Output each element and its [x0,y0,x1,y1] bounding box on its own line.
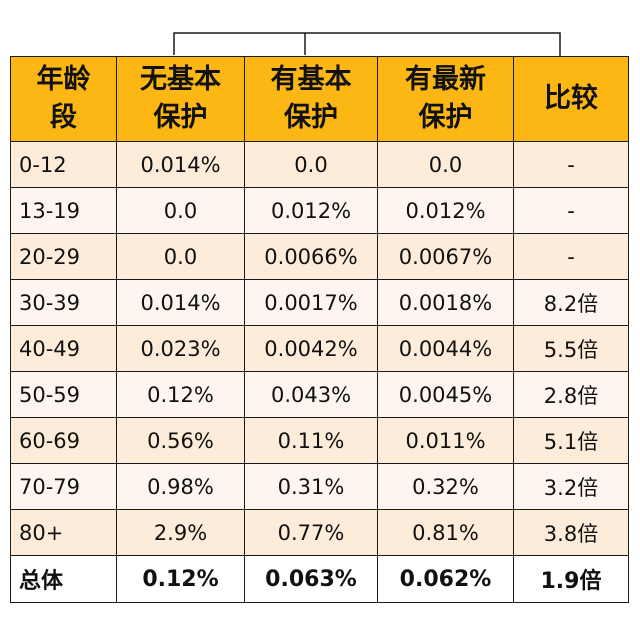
no-protection-cell: 0.023% [116,325,245,372]
basic-protection-cell: 0.012% [244,187,378,234]
comparison-cell: - [513,141,629,188]
total-label-cell: 总体 [10,555,117,603]
table-row: 70-79 0.98% 0.31% 0.32% 3.2倍 [10,463,629,510]
no-protection-cell: 0.014% [116,279,245,326]
header-latest-protection: 有最新 保护 [377,56,514,142]
age-cell: 70-79 [10,463,117,510]
basic-protection-cell: 0.0017% [244,279,378,326]
comparison-cell: 2.8倍 [513,371,629,418]
age-cell: 30-39 [10,279,117,326]
header-row: 年龄 段 无基本 保护 有基本 保护 有最新 保护 比较 [10,56,629,142]
latest-protection-cell: 0.0 [377,141,514,188]
basic-protection-cell: 0.043% [244,371,378,418]
basic-protection-cell: 0.0066% [244,233,378,280]
latest-protection-cell: 0.0044% [377,325,514,372]
table-row: 40-49 0.023% 0.0042% 0.0044% 5.5倍 [10,325,629,372]
no-protection-cell: 2.9% [116,509,245,556]
no-protection-cell: 0.56% [116,417,245,464]
basic-protection-cell: 0.11% [244,417,378,464]
total-basic-protection-cell: 0.063% [244,555,378,603]
latest-protection-cell: 0.0018% [377,279,514,326]
basic-protection-cell: 0.31% [244,463,378,510]
table-row: 50-59 0.12% 0.043% 0.0045% 2.8倍 [10,371,629,418]
age-cell: 60-69 [10,417,117,464]
total-no-protection-cell: 0.12% [116,555,245,603]
total-row: 总体 0.12% 0.063% 0.062% 1.9倍 [10,555,629,603]
latest-protection-cell: 0.012% [377,187,514,234]
total-comparison-cell: 1.9倍 [513,555,629,603]
table-row: 60-69 0.56% 0.11% 0.011% 5.1倍 [10,417,629,464]
protection-rate-table: 年龄 段 无基本 保护 有基本 保护 有最新 保护 比较 0-12 0.014% [10,56,629,603]
header-age-group: 年龄 段 [10,56,117,142]
latest-protection-cell: 0.0045% [377,371,514,418]
age-cell: 50-59 [10,371,117,418]
comparison-cell: 5.5倍 [513,325,629,372]
comparison-cell: - [513,233,629,280]
comparison-cell: 8.2倍 [513,279,629,326]
basic-protection-cell: 0.0042% [244,325,378,372]
header-no-protection: 无基本 保护 [116,56,245,142]
age-cell: 40-49 [10,325,117,372]
latest-protection-cell: 0.32% [377,463,514,510]
basic-protection-cell: 0.77% [244,509,378,556]
table-row: 80+ 2.9% 0.77% 0.81% 3.8倍 [10,509,629,556]
comparison-cell: 5.1倍 [513,417,629,464]
comparison-connector [173,32,561,60]
header-basic-protection: 有基本 保护 [244,56,378,142]
no-protection-cell: 0.12% [116,371,245,418]
table-row: 0-12 0.014% 0.0 0.0 - [10,141,629,188]
latest-protection-cell: 0.0067% [377,233,514,280]
basic-protection-cell: 0.0 [244,141,378,188]
no-protection-cell: 0.014% [116,141,245,188]
comparison-cell: 3.2倍 [513,463,629,510]
comparison-cell: - [513,187,629,234]
table-row: 30-39 0.014% 0.0017% 0.0018% 8.2倍 [10,279,629,326]
latest-protection-cell: 0.81% [377,509,514,556]
age-cell: 0-12 [10,141,117,188]
comparison-cell: 3.8倍 [513,509,629,556]
age-cell: 20-29 [10,233,117,280]
age-cell: 13-19 [10,187,117,234]
latest-protection-cell: 0.011% [377,417,514,464]
header-comparison: 比较 [513,56,629,142]
table-row: 20-29 0.0 0.0066% 0.0067% - [10,233,629,280]
no-protection-cell: 0.0 [116,233,245,280]
age-cell: 80+ [10,509,117,556]
no-protection-cell: 0.0 [116,187,245,234]
no-protection-cell: 0.98% [116,463,245,510]
total-latest-protection-cell: 0.062% [377,555,514,603]
table-row: 13-19 0.0 0.012% 0.012% - [10,187,629,234]
